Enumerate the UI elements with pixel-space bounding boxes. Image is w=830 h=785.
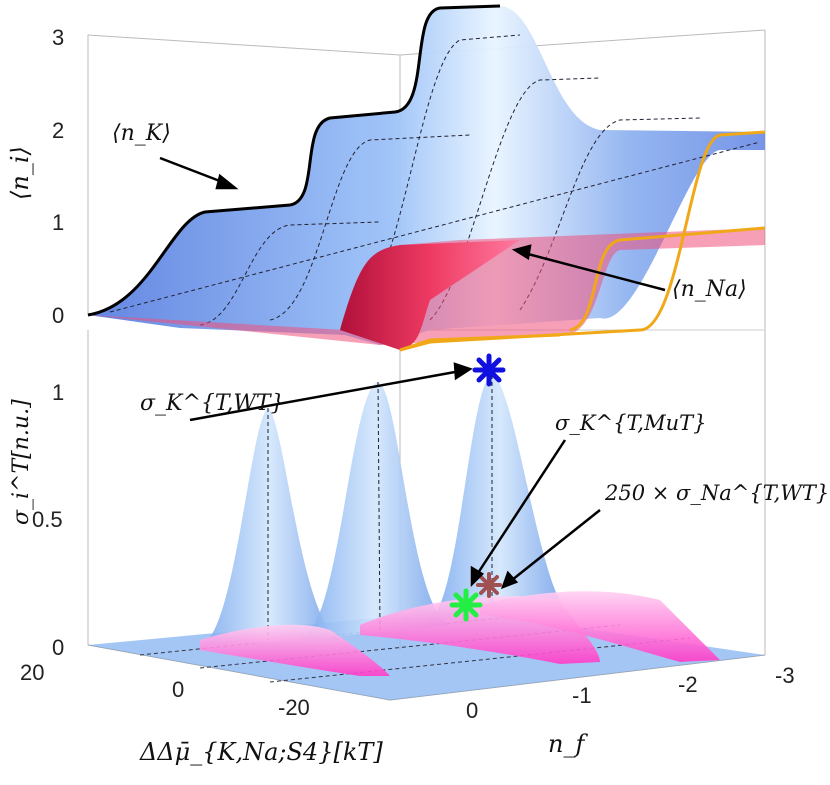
label-nk: ⟨n_K⟩	[112, 121, 171, 146]
nftick-2: -2	[678, 672, 698, 697]
nf-axis-label: n_f	[548, 730, 588, 758]
xtick-0: 0	[172, 677, 184, 702]
ytick-top-3: 3	[52, 25, 64, 50]
brown-star-marker	[476, 572, 502, 598]
label-nna: ⟨n_Na⟩	[672, 277, 747, 302]
ytick-bottom-0: 0	[52, 635, 64, 660]
nftick-1: -1	[572, 683, 592, 708]
top-yticks: 3 2 1 0	[52, 25, 64, 328]
bottom-yticks: 1 0.5 0	[32, 380, 64, 660]
green-star-marker	[449, 588, 483, 622]
xtick-20: 20	[20, 660, 44, 685]
nna-surface	[88, 130, 766, 352]
label-sigma-k-mut: σ_K^{T,MuT}	[555, 411, 706, 435]
sigma-na-surface	[200, 591, 720, 676]
blue-star-marker	[472, 353, 506, 387]
ytick-top-0: 0	[52, 303, 64, 328]
annotation-arrows	[159, 156, 666, 590]
label-sigma-k-wt: σ_K^{T,WT}	[140, 391, 285, 416]
nf-ticks: 0 -1 -2 -3	[466, 663, 795, 723]
bottom-ylabel: σ_i^T[n.u.]	[9, 399, 34, 525]
x-ticks: 20 0 -20	[20, 660, 310, 720]
nftick-0: 0	[466, 698, 478, 723]
ytick-top-1: 1	[52, 210, 64, 235]
x-axis-label: ΔΔμ̄_{K,Na;S4}[kT]	[139, 738, 383, 766]
xtick-neg20: -20	[278, 695, 310, 720]
ytick-top-2: 2	[52, 118, 64, 143]
label-sigma-na: 250 × σ_Na^{T,WT}	[604, 481, 829, 505]
nftick-3: -3	[775, 663, 795, 688]
sigma-k-surface	[200, 375, 570, 645]
top-ylabel: ⟨n_i⟩	[6, 146, 34, 200]
ytick-bottom-1: 1	[52, 380, 64, 405]
ytick-bottom-05: 0.5	[32, 507, 63, 532]
